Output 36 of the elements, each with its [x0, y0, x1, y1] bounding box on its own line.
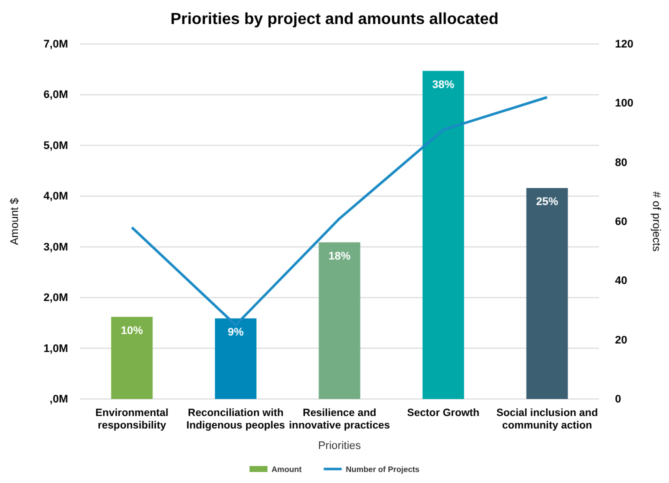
bar — [318, 242, 360, 399]
y-tick-label: 3,0M — [44, 241, 68, 254]
legend-label: Number of Projects — [346, 465, 420, 474]
annotation: 9% — [228, 326, 244, 338]
y2-tick-label: 40 — [615, 275, 628, 288]
y-tick-label: 5,0M — [44, 140, 68, 152]
bar — [214, 318, 256, 399]
y2-tick-label: 100 — [615, 98, 634, 110]
y-tick-label: 2,0M — [44, 292, 68, 304]
y-tick-label: 6,0M — [44, 89, 68, 102]
bar — [422, 70, 464, 399]
annotation: 10% — [120, 324, 144, 337]
x-tick-label: Sector Growth — [407, 406, 480, 419]
chart-title: Priorities by project and amounts allocated — [170, 11, 499, 28]
y-tick-label: 4,0M — [44, 190, 68, 203]
y-tick-label: ,0M — [50, 394, 68, 406]
annotation: 38% — [432, 78, 455, 91]
y2-axis-title: # of projects — [650, 192, 662, 252]
x-tick-label: Social inclusion and community action — [496, 406, 598, 432]
annotation: 18% — [328, 250, 351, 262]
y-tick-label: 1,0M — [44, 342, 68, 355]
y2-tick-label: 20 — [615, 334, 628, 346]
y2-tick-label: 60 — [615, 216, 628, 228]
y2-tick-label: 80 — [615, 156, 628, 169]
x-tick-label: Resilience and innovative practices — [289, 406, 390, 432]
y2-tick-label: 0 — [615, 394, 622, 406]
x-axis-title: Priorities — [318, 440, 362, 452]
y-tick-label: 7,0M — [44, 38, 68, 51]
y-axis-title: Amount $ — [9, 198, 21, 246]
x-tick-label: Environmental responsibility — [95, 406, 168, 432]
bar — [111, 316, 153, 399]
annotation: 25% — [536, 196, 558, 208]
x-tick-label: Reconciliation with Indigenous peoples — [186, 406, 286, 432]
bar — [526, 188, 568, 399]
y2-tick-label: 120 — [615, 38, 634, 51]
legend-label: Amount — [271, 465, 302, 474]
